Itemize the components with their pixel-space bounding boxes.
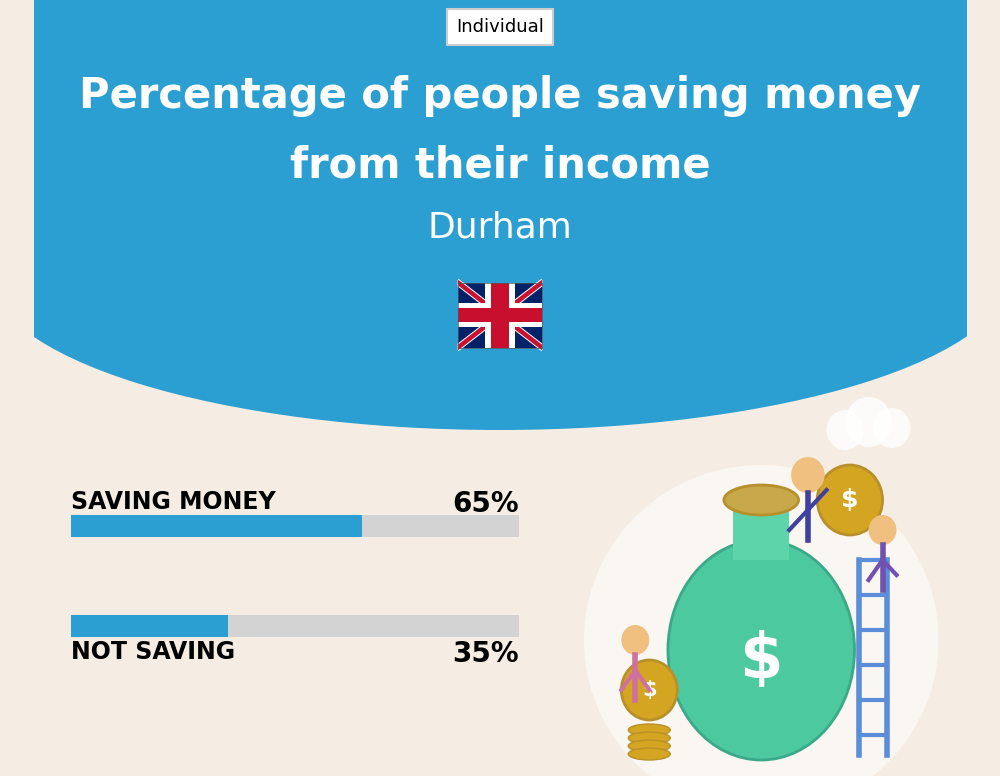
Circle shape xyxy=(869,515,897,545)
Ellipse shape xyxy=(668,540,855,760)
Bar xyxy=(458,283,542,348)
Bar xyxy=(458,303,542,327)
Bar xyxy=(71,515,362,537)
Text: 65%: 65% xyxy=(452,490,519,518)
Bar xyxy=(733,500,789,560)
Text: NOT SAVING: NOT SAVING xyxy=(71,640,235,664)
Circle shape xyxy=(827,410,864,450)
Bar xyxy=(458,308,542,322)
Bar xyxy=(458,282,542,348)
Text: SAVING MONEY: SAVING MONEY xyxy=(71,490,276,514)
Bar xyxy=(34,0,966,320)
Circle shape xyxy=(621,625,649,655)
Bar xyxy=(491,282,509,348)
Ellipse shape xyxy=(724,485,799,515)
Bar xyxy=(71,515,519,537)
Ellipse shape xyxy=(0,110,1000,430)
Text: $: $ xyxy=(739,630,783,690)
Bar xyxy=(71,615,519,637)
Ellipse shape xyxy=(628,732,670,744)
Text: from their income: from their income xyxy=(290,145,710,187)
Ellipse shape xyxy=(628,748,670,760)
Text: Individual: Individual xyxy=(456,18,544,36)
Circle shape xyxy=(817,465,883,535)
Text: Percentage of people saving money: Percentage of people saving money xyxy=(79,75,921,117)
Ellipse shape xyxy=(628,740,670,752)
Ellipse shape xyxy=(584,465,939,776)
Bar xyxy=(485,282,515,348)
Text: Durham: Durham xyxy=(428,210,572,244)
Text: $: $ xyxy=(642,680,657,700)
Text: $: $ xyxy=(841,488,859,512)
Ellipse shape xyxy=(628,724,670,736)
Circle shape xyxy=(621,660,677,720)
Bar xyxy=(71,615,228,637)
Circle shape xyxy=(791,457,825,493)
Circle shape xyxy=(845,397,892,447)
Bar xyxy=(458,282,542,348)
Circle shape xyxy=(873,408,911,448)
Text: 35%: 35% xyxy=(452,640,519,668)
